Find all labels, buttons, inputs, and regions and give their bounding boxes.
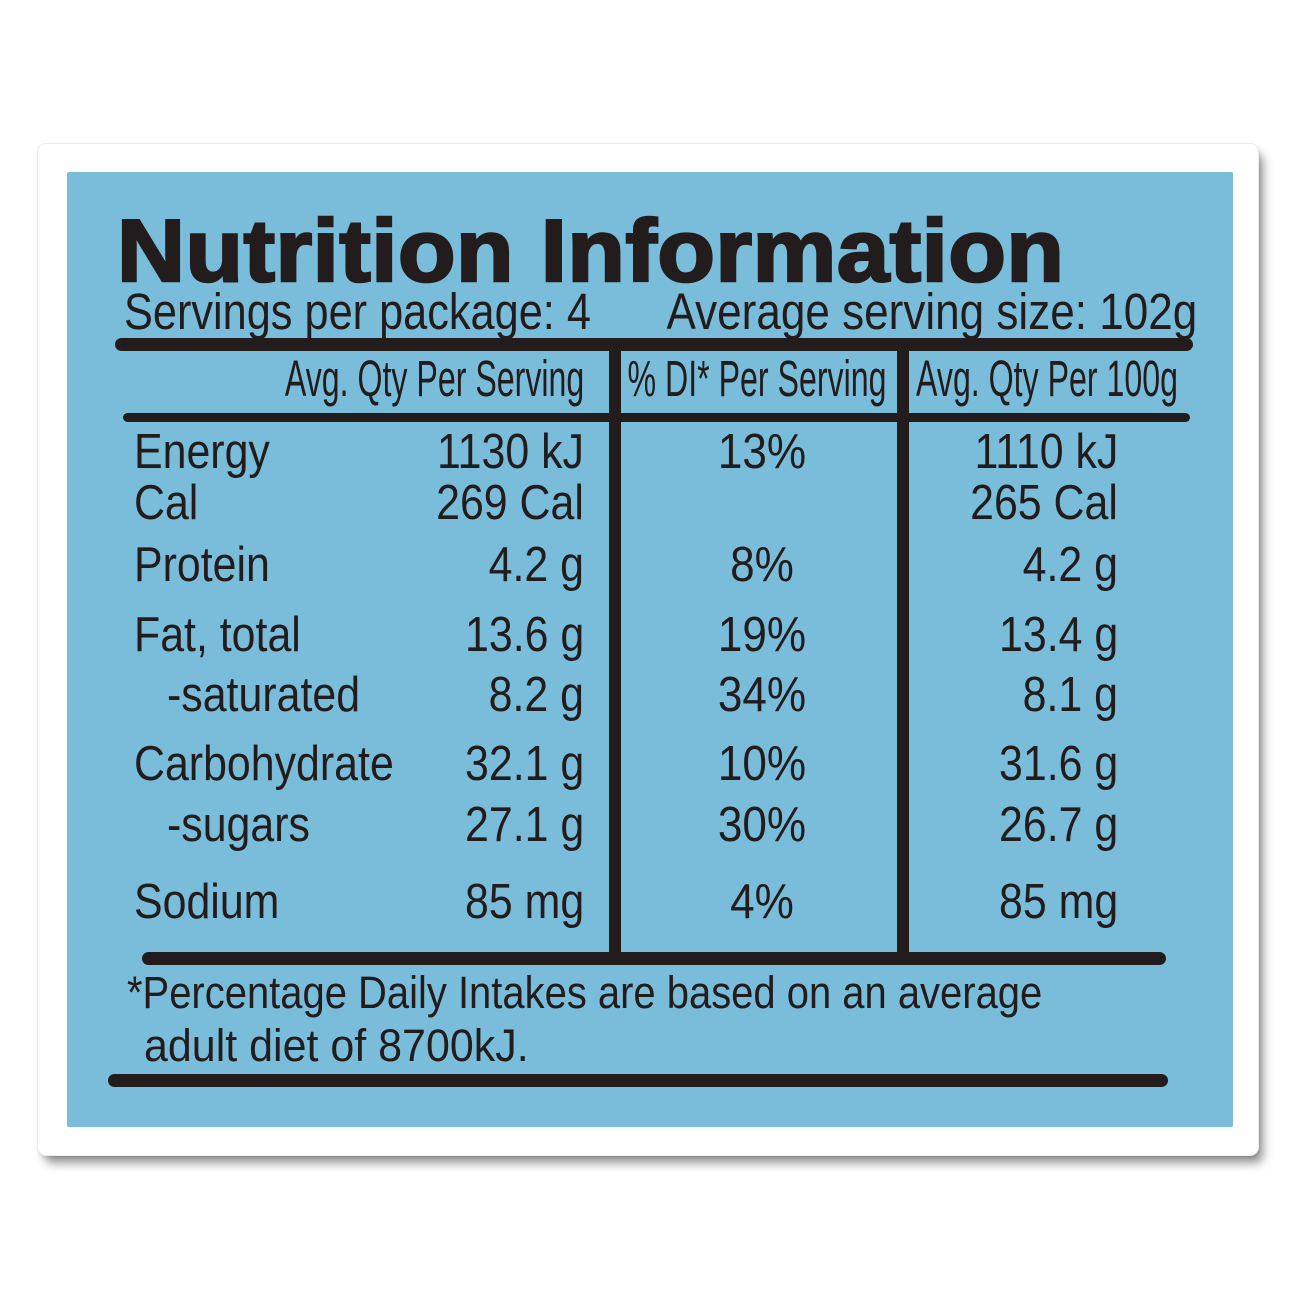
qty-per-serving: 27.1 g (464, 797, 584, 852)
footnote-line-1: *Percentage Daily Intakes are based on a… (127, 967, 1043, 1018)
qty-per-serving: 13.6 g (464, 607, 584, 662)
table-row: Protein 4.2 g 8% 4.2 g (67, 537, 1233, 592)
column-header-per-serving: Avg. Qty Per Serving (284, 350, 584, 407)
footnote-line-2: adult diet of 8700kJ. (144, 1020, 529, 1071)
column-header-per-100g: Avg. Qty Per 100g (916, 350, 1178, 407)
di-per-serving: 8% (730, 537, 794, 592)
di-per-serving: 19% (717, 607, 807, 662)
nutrient-name: Energy (134, 424, 270, 479)
qty-per-serving: 269 Cal (436, 475, 584, 530)
average-serving-size: Average serving size: 102g (666, 283, 1197, 340)
nutrient-name: Protein (134, 537, 270, 592)
qty-per-serving: 32.1 g (464, 736, 584, 791)
qty-per-serving: 1130 kJ (437, 424, 584, 479)
qty-per-serving: 8.2 g (488, 667, 584, 722)
di-per-serving: 10% (717, 736, 807, 791)
rule-above-footnote (142, 952, 1166, 965)
table-row: Fat, total 13.6 g 19% 13.4 g (67, 607, 1233, 662)
nutrient-name: Cal (134, 475, 199, 530)
table-row: Cal 269 Cal 265 Cal (67, 475, 1233, 530)
di-per-serving: 34% (717, 667, 807, 722)
qty-per-100g: 4.2 g (1022, 537, 1118, 592)
nutrient-name: Sodium (134, 874, 280, 929)
nutrient-name: Fat, total (134, 607, 301, 662)
qty-per-serving: 4.2 g (488, 537, 584, 592)
label-card: Nutrition Information Servings per packa… (37, 143, 1259, 1156)
column-header-di-per-serving: % DI* Per Serving (627, 350, 887, 407)
qty-per-100g: 31.6 g (998, 736, 1118, 791)
di-per-serving: 13% (717, 424, 807, 479)
nutrient-name: Carbohydrate (134, 736, 394, 791)
qty-per-serving: 85 mg (464, 874, 584, 929)
table-row: Energy 1130 kJ 13% 1110 kJ (67, 424, 1233, 479)
rule-header-top (115, 338, 1193, 351)
nutrient-name: -saturated (167, 667, 361, 722)
table-row: -saturated 8.2 g 34% 8.1 g (67, 667, 1233, 722)
panel-title: Nutrition Information (116, 201, 1066, 300)
qty-per-100g: 1110 kJ (974, 424, 1118, 479)
di-per-serving: 4% (730, 874, 794, 929)
nutrient-name: -sugars (167, 797, 310, 852)
rule-below-header (123, 413, 1190, 422)
servings-per-package: Servings per package: 4 (124, 283, 591, 340)
qty-per-100g: 265 Cal (970, 475, 1118, 530)
qty-per-100g: 85 mg (998, 874, 1118, 929)
column-divider-1 (609, 342, 621, 960)
qty-per-100g: 26.7 g (998, 797, 1118, 852)
qty-per-100g: 13.4 g (998, 607, 1118, 662)
nutrition-panel: Nutrition Information Servings per packa… (67, 172, 1233, 1127)
table-row: -sugars 27.1 g 30% 26.7 g (67, 797, 1233, 852)
rule-bottom (108, 1074, 1168, 1087)
table-row: Sodium 85 mg 4% 85 mg (67, 874, 1233, 929)
table-row: Carbohydrate 32.1 g 10% 31.6 g (67, 736, 1233, 791)
qty-per-100g: 8.1 g (1022, 667, 1118, 722)
di-per-serving: 30% (717, 797, 807, 852)
column-divider-2 (897, 342, 909, 960)
